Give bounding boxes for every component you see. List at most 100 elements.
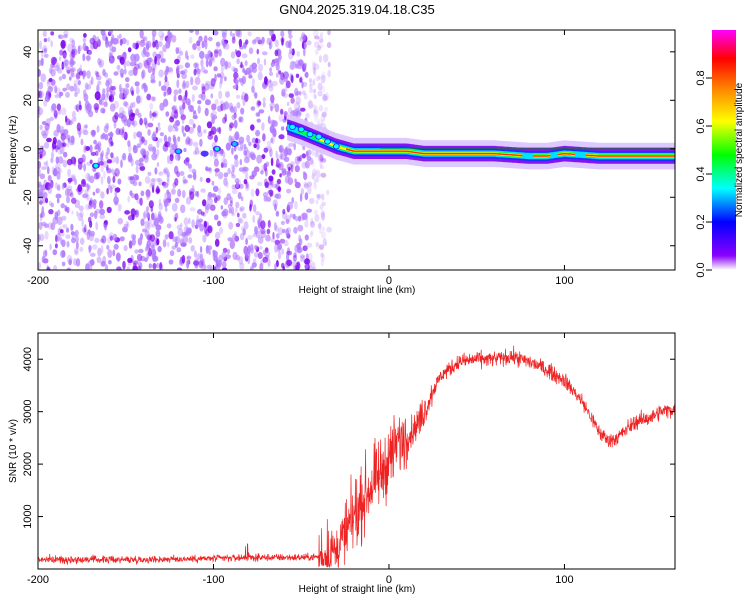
noise-speckle [244, 157, 250, 164]
noise-speckle [219, 80, 222, 90]
noise-speckle [267, 145, 272, 153]
noise-speckle [262, 192, 269, 198]
noise-speckle [294, 155, 301, 165]
noise-speckle [318, 193, 322, 199]
noise-speckle [174, 165, 179, 175]
noise-speckle [300, 107, 306, 112]
noise-speckle [41, 206, 45, 215]
noise-speckle [79, 210, 84, 218]
noise-speckle [209, 130, 215, 135]
noise-speckle [96, 35, 100, 43]
noise-speckle [83, 229, 90, 236]
noise-speckle [286, 101, 290, 107]
noise-speckle [231, 233, 238, 242]
noise-speckle [223, 177, 228, 187]
noise-speckle [222, 151, 226, 159]
noise-speckle [200, 264, 207, 270]
noise-speckle [276, 178, 282, 185]
noise-speckle [63, 34, 68, 39]
noise-speckle [326, 189, 330, 196]
y-tick-label: 3000 [22, 399, 34, 423]
noise-speckle [38, 90, 41, 99]
noise-speckle [54, 182, 59, 190]
noise-speckle [296, 61, 303, 70]
noise-speckle [156, 238, 160, 246]
noise-speckle [313, 63, 320, 70]
noise-speckle [221, 267, 228, 270]
noise-speckle [44, 95, 51, 102]
noise-speckle [319, 153, 324, 162]
noise-speckle [59, 125, 65, 135]
noise-speckle [187, 163, 192, 169]
noise-speckle [85, 55, 91, 61]
noise-speckle [263, 147, 269, 153]
noise-speckle [71, 118, 74, 125]
noise-speckle [78, 104, 82, 111]
noise-speckle [264, 250, 271, 258]
noise-speckle [87, 184, 91, 190]
noise-speckle [106, 237, 112, 244]
noise-speckle [134, 63, 140, 70]
noise-speckle [125, 88, 130, 96]
noise-speckle [260, 228, 266, 235]
noise-speckle [45, 118, 51, 127]
noise-speckle [72, 48, 77, 54]
noise-speckle [166, 178, 170, 186]
noise-speckle [39, 213, 43, 218]
noise-speckle [52, 249, 58, 256]
noise-speckle [242, 166, 248, 172]
noise-speckle [147, 122, 154, 128]
noise-speckle [87, 54, 90, 63]
noise-speckle [279, 30, 285, 37]
noise-speckle [181, 116, 185, 125]
noise-speckle [179, 50, 184, 56]
noise-speckle [214, 168, 220, 173]
noise-speckle [131, 239, 136, 247]
noise-speckle [319, 160, 323, 169]
noise-speckle [99, 214, 106, 220]
noise-speckle [304, 160, 310, 169]
noise-speckle [88, 200, 92, 206]
noise-speckle [158, 198, 162, 207]
noise-speckle [140, 218, 145, 227]
noise-speckle [185, 196, 192, 205]
noise-speckle [320, 231, 326, 239]
noise-speckle [192, 115, 198, 120]
noise-speckle [317, 90, 323, 97]
noise-speckle [240, 107, 245, 115]
noise-speckle [228, 135, 232, 144]
noise-speckle [275, 210, 280, 217]
noise-speckle [164, 234, 169, 240]
noise-speckle [215, 258, 219, 265]
noise-speckle [103, 171, 106, 179]
noise-speckle [231, 36, 236, 44]
noise-speckle [192, 141, 199, 147]
noise-speckle [211, 193, 217, 198]
noise-speckle [38, 69, 41, 76]
signal-bead [297, 126, 305, 133]
noise-speckle [303, 172, 308, 181]
noise-speckle [220, 148, 224, 155]
noise-speckle [256, 118, 261, 123]
noise-speckle [201, 86, 206, 95]
noise-speckle [177, 188, 182, 197]
noise-speckle [196, 40, 201, 47]
y-tick-label: 0 [22, 146, 34, 152]
noise-speckle [62, 142, 67, 148]
noise-speckle [174, 58, 180, 65]
noise-speckle [311, 60, 317, 66]
noise-speckle [159, 35, 164, 41]
noise-speckle [204, 107, 209, 117]
noise-speckle [224, 113, 227, 123]
noise-speckle [318, 221, 322, 230]
noise-speckle [74, 229, 79, 237]
noise-speckle [157, 210, 162, 218]
noise-speckle [242, 228, 246, 236]
noise-speckle [297, 156, 301, 162]
noise-speckle [316, 243, 320, 249]
noise-speckle [268, 189, 274, 194]
noise-speckle [40, 149, 47, 157]
noise-speckle [198, 35, 203, 42]
noise-speckle [198, 218, 203, 223]
noise-speckle [205, 58, 209, 68]
